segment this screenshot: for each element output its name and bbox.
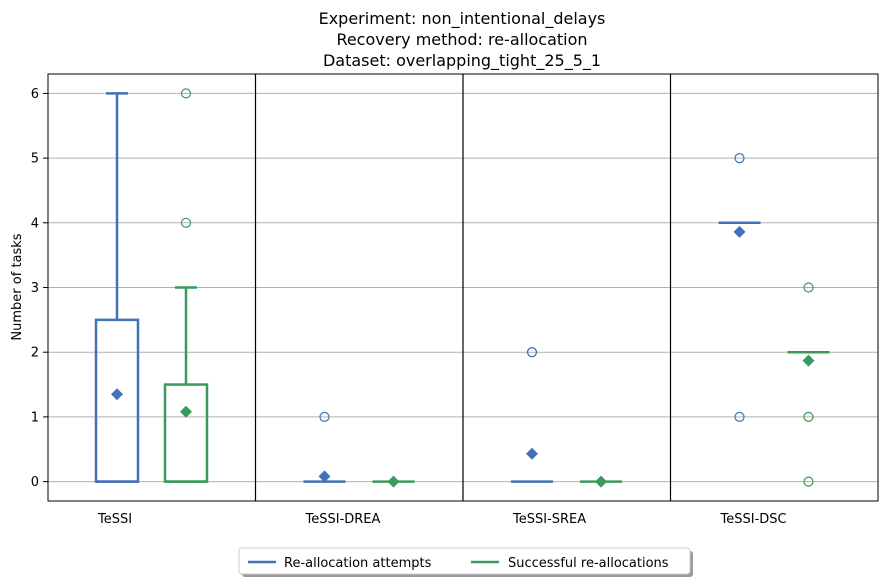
- box-group: [163, 88, 209, 483]
- legend-label-attempts: Re-allocation attempts: [284, 556, 432, 571]
- y-axis-label: Number of tasks: [10, 233, 25, 340]
- chart-title: Experiment: non_intentional_delays Recov…: [319, 9, 606, 71]
- box-group: [94, 92, 140, 483]
- x-category-label: TeSSI-DSC: [720, 512, 787, 527]
- box-group: [303, 411, 346, 483]
- mean-marker: [595, 475, 607, 488]
- y-tick-label: 5: [31, 152, 39, 167]
- mean-marker: [180, 405, 192, 418]
- outlier-point: [803, 282, 814, 293]
- x-category-label: TeSSI-DREA: [305, 512, 381, 527]
- chart-title-line-1: Experiment: non_intentional_delays: [319, 9, 606, 29]
- outlier-point: [734, 411, 745, 422]
- y-tick-label: 1: [31, 410, 39, 425]
- box-iqr: [94, 318, 140, 483]
- x-category-label: TeSSI-SREA: [512, 512, 586, 527]
- legend-box: [238, 547, 691, 575]
- box-group: [511, 347, 553, 483]
- x-axis-categories: TeSSI TeSSI-DREA TeSSI-SREA TeSSI-DSC: [97, 512, 787, 527]
- chart-title-line-3: Dataset: overlapping_tight_25_5_1: [323, 51, 601, 71]
- outlier-point: [526, 347, 538, 358]
- outlier-point: [734, 153, 745, 164]
- y-tick-label: 3: [31, 281, 39, 296]
- outlier-point: [180, 217, 192, 228]
- mean-marker: [387, 475, 400, 488]
- legend: Re-allocation attempts Successful re-all…: [238, 547, 693, 577]
- group-separators: [254, 74, 672, 501]
- y-tick-label: 2: [31, 346, 39, 361]
- y-tick-label: 6: [31, 87, 39, 102]
- box-group: [718, 153, 761, 422]
- box-series: [94, 88, 830, 488]
- mean-marker: [802, 354, 815, 367]
- outlier-point: [803, 411, 814, 422]
- y-tick-label: 4: [31, 216, 39, 231]
- box-iqr: [163, 383, 209, 483]
- box-group: [787, 282, 830, 487]
- mean-marker: [111, 388, 123, 401]
- chart-title-line-2: Recovery method: re-allocation: [336, 30, 587, 49]
- outlier-point: [180, 88, 192, 99]
- box-group: [580, 475, 622, 488]
- mean-marker: [733, 225, 746, 238]
- outlier-point: [319, 411, 330, 422]
- legend-label-successful: Successful re-allocations: [508, 556, 669, 571]
- mean-marker: [526, 447, 538, 460]
- x-category-label: TeSSI: [97, 512, 132, 527]
- y-axis-ticks: 0 1 2 3 4 5 6: [31, 87, 48, 490]
- outlier-point: [803, 476, 814, 487]
- box-group: [372, 475, 415, 488]
- y-tick-label: 0: [31, 475, 39, 490]
- mean-marker: [318, 470, 331, 483]
